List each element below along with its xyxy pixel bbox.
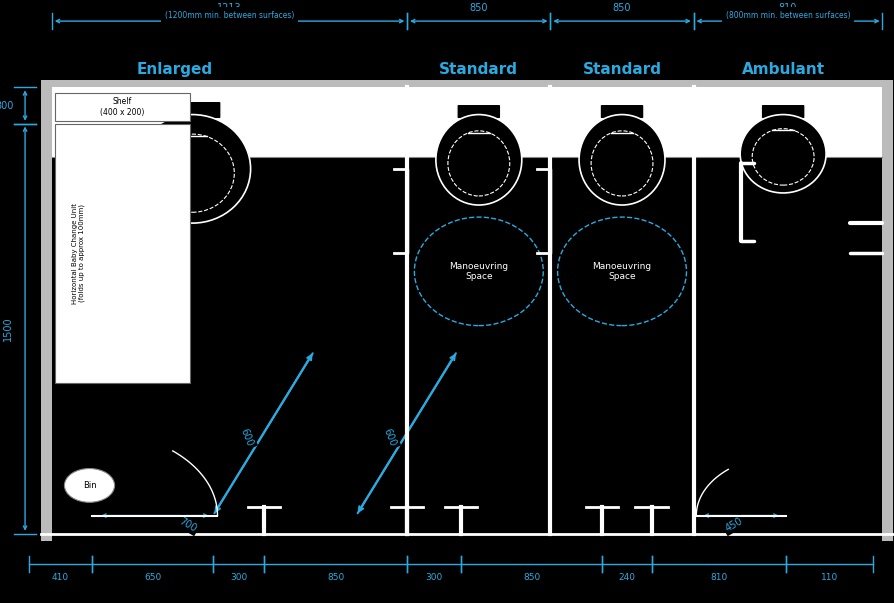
Bar — [52, 157, 881, 534]
Circle shape — [64, 469, 114, 502]
Bar — [41, 80, 892, 95]
Text: 850: 850 — [469, 3, 487, 13]
Text: 700: 700 — [177, 516, 198, 534]
Text: Standard: Standard — [582, 62, 661, 77]
Text: 810: 810 — [709, 573, 727, 582]
Text: (1200mm min. between surfaces): (1200mm min. between surfaces) — [164, 11, 294, 20]
Ellipse shape — [739, 115, 825, 193]
Text: 850: 850 — [326, 573, 344, 582]
Text: (800mm min. between surfaces): (800mm min. between surfaces) — [725, 11, 849, 20]
Text: Manoeuvring
Space: Manoeuvring Space — [592, 262, 651, 281]
Text: 300: 300 — [230, 573, 247, 582]
Bar — [52, 87, 881, 157]
Text: 600: 600 — [381, 427, 397, 447]
Text: Ambulant: Ambulant — [741, 62, 823, 77]
Text: 850: 850 — [522, 573, 540, 582]
Text: Horizontal Baby Change Unit
(folds up to approx 100mm): Horizontal Baby Change Unit (folds up to… — [72, 203, 85, 304]
Ellipse shape — [435, 115, 521, 205]
Ellipse shape — [134, 115, 250, 223]
Text: 300: 300 — [425, 573, 443, 582]
Ellipse shape — [447, 131, 510, 196]
Bar — [41, 80, 52, 541]
Text: 650: 650 — [144, 573, 161, 582]
Text: 810: 810 — [778, 3, 797, 13]
Ellipse shape — [751, 128, 814, 185]
FancyBboxPatch shape — [457, 104, 501, 119]
Text: 240: 240 — [618, 573, 635, 582]
Text: Manoeuvring
Space: Manoeuvring Space — [449, 262, 508, 281]
FancyBboxPatch shape — [760, 104, 805, 119]
Ellipse shape — [150, 134, 234, 212]
Bar — [881, 80, 892, 541]
Bar — [55, 124, 190, 383]
Text: Standard: Standard — [439, 62, 518, 77]
Text: 110: 110 — [820, 573, 837, 582]
Text: 450: 450 — [722, 516, 744, 534]
Text: 300: 300 — [0, 101, 13, 110]
Bar — [55, 93, 190, 121]
Text: 410: 410 — [52, 573, 69, 582]
Ellipse shape — [578, 115, 664, 205]
Text: 850: 850 — [612, 3, 630, 13]
FancyBboxPatch shape — [164, 101, 221, 119]
Ellipse shape — [590, 131, 653, 196]
Text: Shelf
(400 x 200): Shelf (400 x 200) — [100, 97, 145, 117]
Text: 1213: 1213 — [217, 3, 241, 13]
Text: Bin: Bin — [82, 481, 97, 490]
Text: 1500: 1500 — [4, 317, 13, 341]
Text: Enlarged: Enlarged — [136, 62, 213, 77]
FancyBboxPatch shape — [599, 104, 644, 119]
Text: 600: 600 — [238, 427, 254, 447]
